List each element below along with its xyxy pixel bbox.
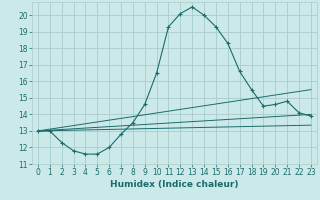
X-axis label: Humidex (Indice chaleur): Humidex (Indice chaleur) bbox=[110, 180, 239, 189]
